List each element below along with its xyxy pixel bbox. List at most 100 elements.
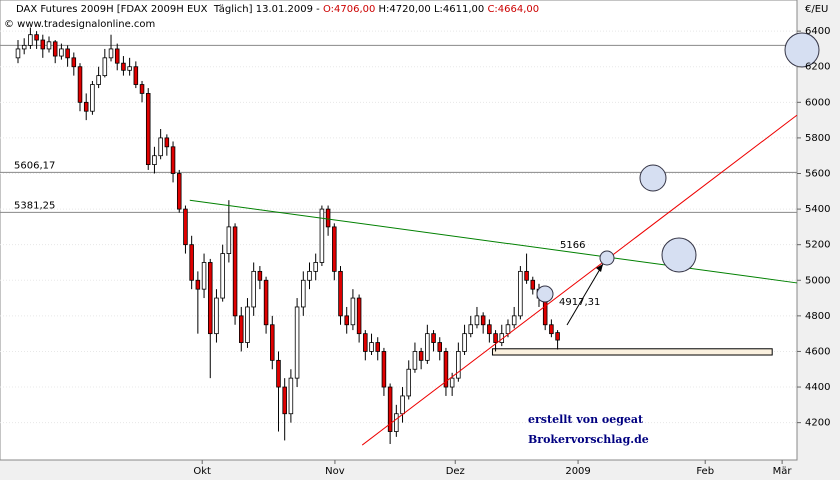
candle-body bbox=[363, 333, 368, 352]
chart-title: DAX Futures 2009H [FDAX 2009H EUX Täglic… bbox=[16, 4, 539, 15]
title-part: DAX Futures 2009H [FDAX 2009H EUX Täglic… bbox=[16, 4, 323, 15]
candle-body bbox=[239, 315, 244, 343]
candle-body bbox=[301, 279, 306, 308]
candle-body bbox=[462, 333, 467, 352]
candle-body bbox=[375, 342, 380, 352]
candle-body bbox=[226, 226, 232, 254]
candle-body bbox=[338, 270, 343, 317]
candle-body bbox=[152, 155, 157, 166]
candle-body bbox=[34, 34, 39, 41]
candle-body bbox=[381, 351, 387, 388]
candle-body bbox=[189, 244, 194, 281]
trendline-label: 5166 bbox=[560, 240, 585, 251]
title-part: H:4720,00 L:4611,00 bbox=[375, 4, 487, 15]
candle-body bbox=[288, 377, 294, 415]
candle-body bbox=[245, 306, 250, 343]
candle-body bbox=[170, 146, 176, 174]
marker-circle bbox=[639, 164, 667, 192]
candle-body bbox=[77, 66, 83, 103]
candle-body bbox=[487, 324, 492, 335]
candle-body bbox=[530, 279, 536, 290]
candle-body bbox=[319, 208, 325, 263]
candle-body bbox=[71, 57, 77, 68]
marker-circle bbox=[661, 237, 697, 273]
candle-body bbox=[207, 262, 213, 335]
candle-body bbox=[332, 226, 337, 272]
support-zone bbox=[491, 348, 773, 356]
candle-body bbox=[15, 48, 21, 59]
candle-body bbox=[350, 297, 356, 326]
trendline bbox=[189, 199, 798, 284]
y-tick-label: 6200 bbox=[805, 62, 830, 73]
y-tick-label: 5400 bbox=[805, 204, 830, 215]
annotation: erstellt von oegeat bbox=[528, 413, 644, 426]
candle-body bbox=[46, 41, 52, 50]
y-tick-label: 4200 bbox=[805, 418, 830, 429]
y-tick-label: 5000 bbox=[805, 275, 830, 286]
candle-body bbox=[387, 386, 393, 432]
arrow bbox=[566, 263, 604, 326]
candle-body bbox=[480, 315, 486, 326]
candle-body bbox=[505, 324, 511, 335]
annotation: Brokervorschlag.de bbox=[528, 433, 649, 446]
candle-body bbox=[214, 297, 219, 335]
trendline bbox=[361, 114, 798, 446]
candle-body bbox=[96, 75, 101, 85]
candle-body bbox=[176, 173, 182, 210]
candle-body bbox=[412, 351, 418, 370]
y-tick-label: 5200 bbox=[805, 240, 830, 251]
candle-body bbox=[418, 351, 424, 361]
y-tick-label: 6400 bbox=[805, 26, 830, 37]
candle-body bbox=[325, 208, 331, 228]
y-axis-label: €/EU bbox=[805, 4, 828, 15]
candle-body bbox=[431, 333, 436, 343]
candle-body bbox=[313, 262, 318, 272]
horizontal-line-label: 5606,17 bbox=[14, 160, 55, 171]
candle-body bbox=[369, 342, 374, 352]
candle-body bbox=[437, 342, 443, 352]
candle-body bbox=[251, 270, 256, 308]
candle-body bbox=[102, 57, 108, 77]
candle-body bbox=[90, 84, 95, 112]
candle-body bbox=[344, 315, 349, 326]
arrow-head bbox=[596, 264, 603, 272]
candle-body bbox=[356, 297, 362, 335]
x-tick-label: Nov bbox=[325, 466, 345, 477]
candle-body bbox=[493, 333, 498, 343]
candle-body bbox=[400, 395, 405, 415]
copyright: © www.tradesignalonline.com bbox=[4, 19, 155, 30]
candle-body bbox=[555, 332, 560, 341]
marker-circle bbox=[784, 32, 820, 68]
candle-body bbox=[145, 93, 151, 166]
candle-body bbox=[511, 315, 517, 326]
candle-body bbox=[232, 226, 238, 317]
marker-circle bbox=[536, 285, 554, 303]
candle-body bbox=[394, 413, 399, 432]
candle-body bbox=[468, 324, 474, 335]
x-tick-label: Mär bbox=[773, 466, 793, 477]
candle-body bbox=[164, 137, 170, 148]
candle-body bbox=[276, 359, 281, 388]
trendline-label: 4917,31 bbox=[559, 297, 600, 308]
candle-body bbox=[121, 62, 126, 71]
x-tick-label: Feb bbox=[696, 466, 714, 477]
candle-body bbox=[83, 101, 89, 112]
candle-body bbox=[263, 279, 269, 326]
candle-body bbox=[549, 324, 554, 335]
candle-body bbox=[59, 48, 64, 57]
candle-body bbox=[28, 34, 33, 46]
candle-body bbox=[201, 262, 207, 290]
candle-body bbox=[52, 41, 58, 57]
candle-body bbox=[282, 386, 287, 415]
candle-body bbox=[406, 368, 411, 397]
candle-body bbox=[449, 377, 455, 388]
title-part: O:4706,00 bbox=[323, 4, 375, 15]
candle-body bbox=[443, 351, 449, 388]
candle-body bbox=[65, 48, 70, 59]
y-tick-label: 5800 bbox=[805, 133, 830, 144]
x-tick-label: Dez bbox=[446, 466, 465, 477]
marker-circle bbox=[599, 250, 615, 266]
y-tick-label: 4800 bbox=[805, 311, 830, 322]
candle-body bbox=[21, 44, 27, 50]
plot-area bbox=[0, 0, 798, 461]
